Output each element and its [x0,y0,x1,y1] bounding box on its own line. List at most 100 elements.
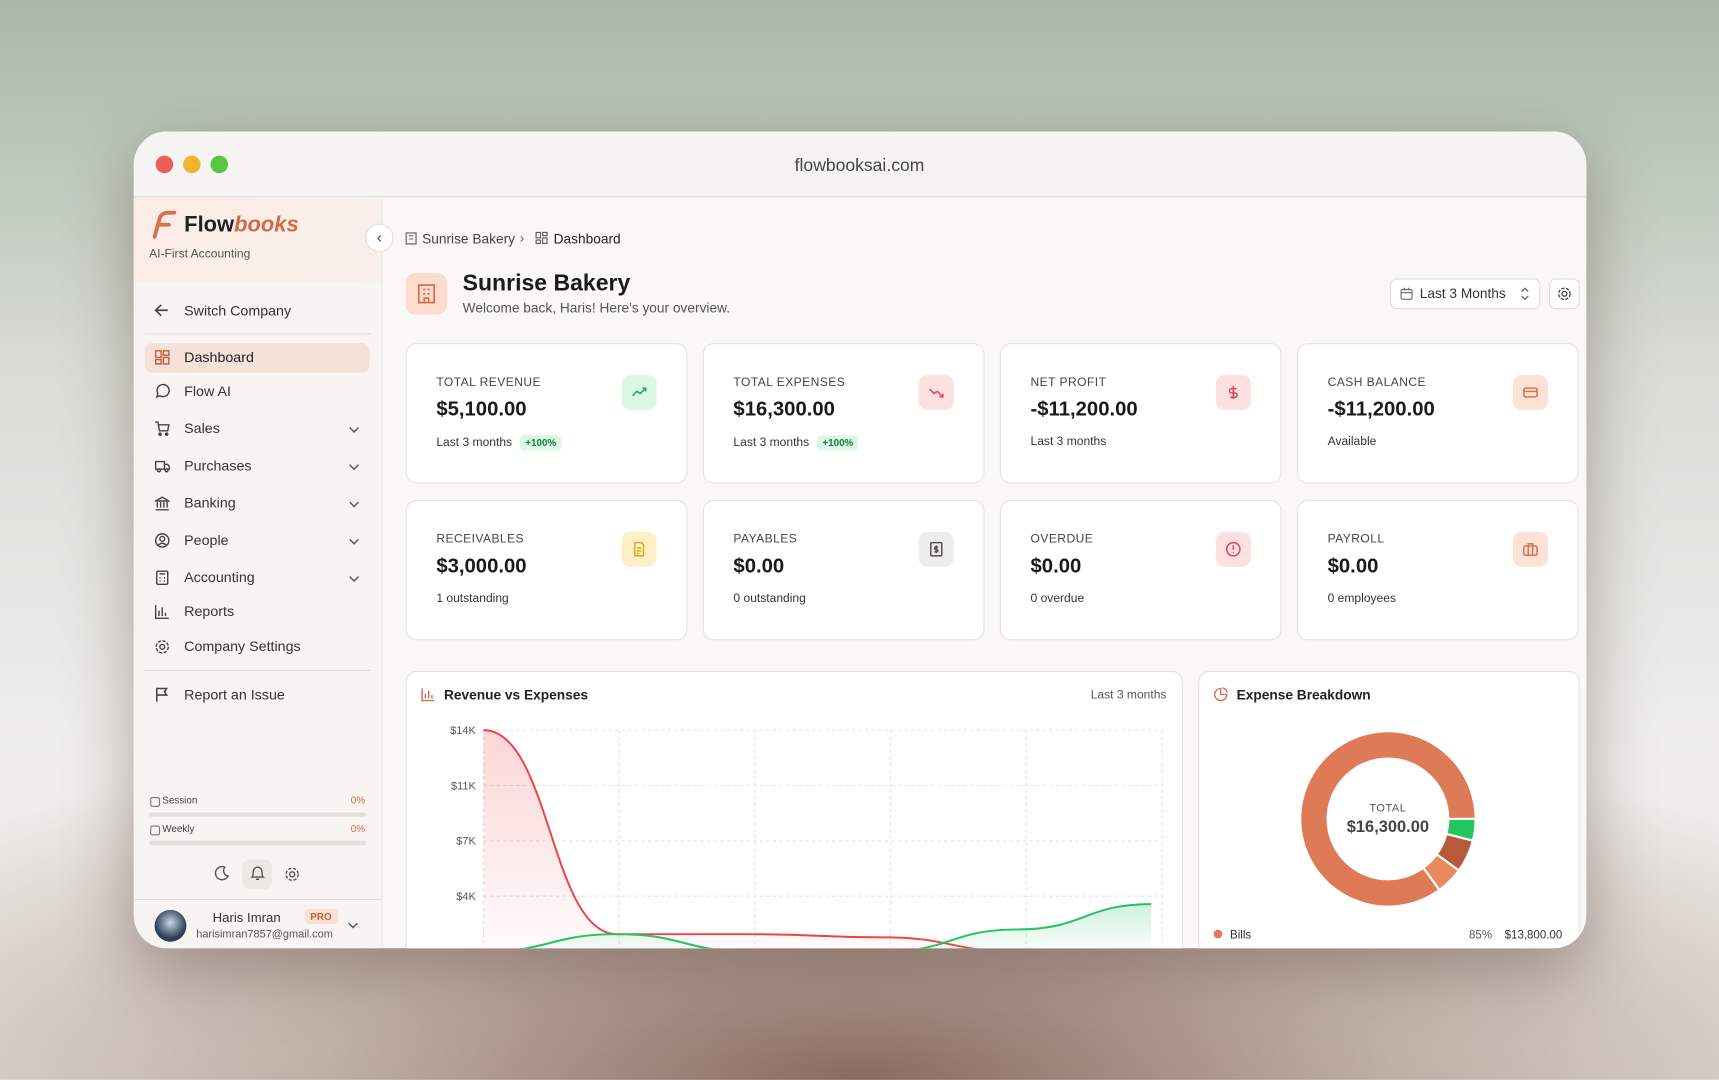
page-title: Sunrise Bakery [462,270,631,297]
avatar[interactable] [154,909,187,942]
chart-subtitle: Last 3 months [1090,688,1167,702]
kpi-note: Last 3 months +100% [436,435,562,451]
kpi-note-text: 0 outstanding [733,592,806,606]
line [483,729,978,949]
kpi-label: RECEIVABLES [436,532,525,546]
nav-chevron [349,576,359,583]
switch-company[interactable]: Switch Company [184,302,292,320]
chart-title: Expense Breakdown [1236,687,1371,703]
kpi-card: OVERDUE $0.00 0 overdue [999,499,1282,641]
company-icon [405,272,448,315]
kpi-note: 0 employees [1328,592,1396,605]
kpi-icon [1215,531,1251,567]
flag-icon [156,687,169,702]
kpi-label: PAYABLES [733,532,798,546]
gear-icon [1558,287,1571,301]
legend-label: Bills [1230,929,1251,941]
legend-amount: $13,800.00 [1505,929,1563,941]
breadcrumb-item[interactable]: Sunrise Bakery [422,231,516,247]
usage-value: 0% [350,823,366,835]
legend-dot [1213,929,1223,939]
nav-item[interactable]: Reports [184,602,235,620]
kpi-card: CASH BALANCE -$11,200.00 Available [1296,343,1579,484]
collapse-button[interactable]: ‹ [365,223,394,253]
kpi-icon-glyph [1523,387,1538,398]
company-building [417,284,435,304]
nav-icon [154,460,170,473]
y-tick-label: $4K [456,891,476,903]
settings-button[interactable] [284,866,300,882]
nav-icon [154,350,170,365]
chart-icon [421,688,435,702]
kpi-value: $0.00 [1327,553,1379,577]
kpi-label: TOTAL REVENUE [436,376,541,390]
legend-percent: 85% [1469,929,1492,941]
usage-track [149,812,367,817]
kpi-note: 1 outstanding [436,592,508,605]
kpi-card: NET PROFIT -$11,200.00 Last 3 months [999,343,1282,484]
nav-item[interactable]: Flow AI [184,382,231,400]
nav-item[interactable]: Dashboard [184,348,254,366]
kpi-label: NET PROFIT [1030,376,1107,390]
brand-name-start: Flow [184,212,235,237]
kpi-note-text: 0 overdue [1030,592,1085,606]
range-select[interactable] [1390,278,1541,310]
nav-item[interactable]: Banking [184,494,236,511]
nav-item[interactable]: Accounting [184,568,255,586]
maximize-button[interactable] [210,155,229,174]
pie-icon [1214,687,1228,702]
kpi-value: -$11,200.00 [1327,396,1435,420]
kpi-note: Available [1328,435,1377,448]
nav-item[interactable]: Company Settings [184,638,301,655]
kpi-card: TOTAL REVENUE $5,100.00 Last 3 months +100% [405,343,688,484]
divider [144,333,371,335]
y-tick-label: $14K [450,725,476,737]
kpi-note-text: Last 3 months [733,436,810,450]
nav-item[interactable]: Sales [184,419,220,437]
kpi-icon [1512,374,1548,411]
notifications-button[interactable] [242,859,272,890]
logo [152,210,177,239]
kpi-label: TOTAL EXPENSES [733,376,846,390]
breadcrumb-separator: › [519,229,525,246]
dashboard-settings[interactable] [1549,278,1580,310]
kpi-value: $3,000.00 [436,553,527,577]
calendar-icon [1400,287,1413,300]
close-button[interactable] [155,155,174,174]
kpi-icon-glyph [1523,542,1538,557]
nav-icon [154,605,169,620]
usage-icon [150,825,161,836]
pie-center-label: TOTAL [1369,802,1406,814]
kpi-note: Last 3 months [1031,435,1107,448]
usage-value: 0% [350,794,366,806]
kpi-note-text: Last 3 months [436,436,513,450]
nav-icon [154,496,170,511]
user-menu-chevron[interactable] [348,921,359,930]
area-fill [526,904,1152,949]
nav-item[interactable]: People [184,531,229,549]
kpi-note-text: 0 employees [1327,592,1397,606]
brand-name-end: books [234,212,299,237]
kpi-note: 0 outstanding [733,592,805,605]
report-issue[interactable]: Report an Issue [184,686,285,703]
kpi-note: 0 overdue [1031,592,1085,605]
nav-item[interactable]: Purchases [184,457,252,474]
kpi-card: TOTAL EXPENSES $16,300.00 Last 3 months +10… [702,343,985,484]
area-fill [483,730,971,949]
kpi-note-text: 1 outstanding [436,592,509,606]
range-label: Last 3 Months [1419,286,1506,302]
kpi-icon [621,374,657,411]
user-email: harisimran7857@gmail.com [196,928,333,941]
back-icon [154,304,168,317]
theme-toggle[interactable] [213,865,231,883]
kpi-icon [918,374,954,411]
kpi-badge: +100% [519,435,562,451]
pie-segment [1299,730,1477,908]
kpi-icon-glyph [1228,385,1238,400]
kpi-value: $0.00 [1030,553,1082,577]
kpi-label: CASH BALANCE [1327,376,1427,390]
nav-chevron [349,427,359,433]
kpi-note-text: Available [1327,435,1377,449]
kpi-icon [918,531,954,567]
minimize-button[interactable] [183,155,201,174]
